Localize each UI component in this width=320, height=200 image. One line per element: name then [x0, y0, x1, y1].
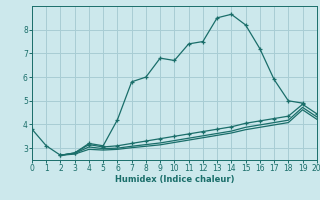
X-axis label: Humidex (Indice chaleur): Humidex (Indice chaleur)	[115, 175, 234, 184]
